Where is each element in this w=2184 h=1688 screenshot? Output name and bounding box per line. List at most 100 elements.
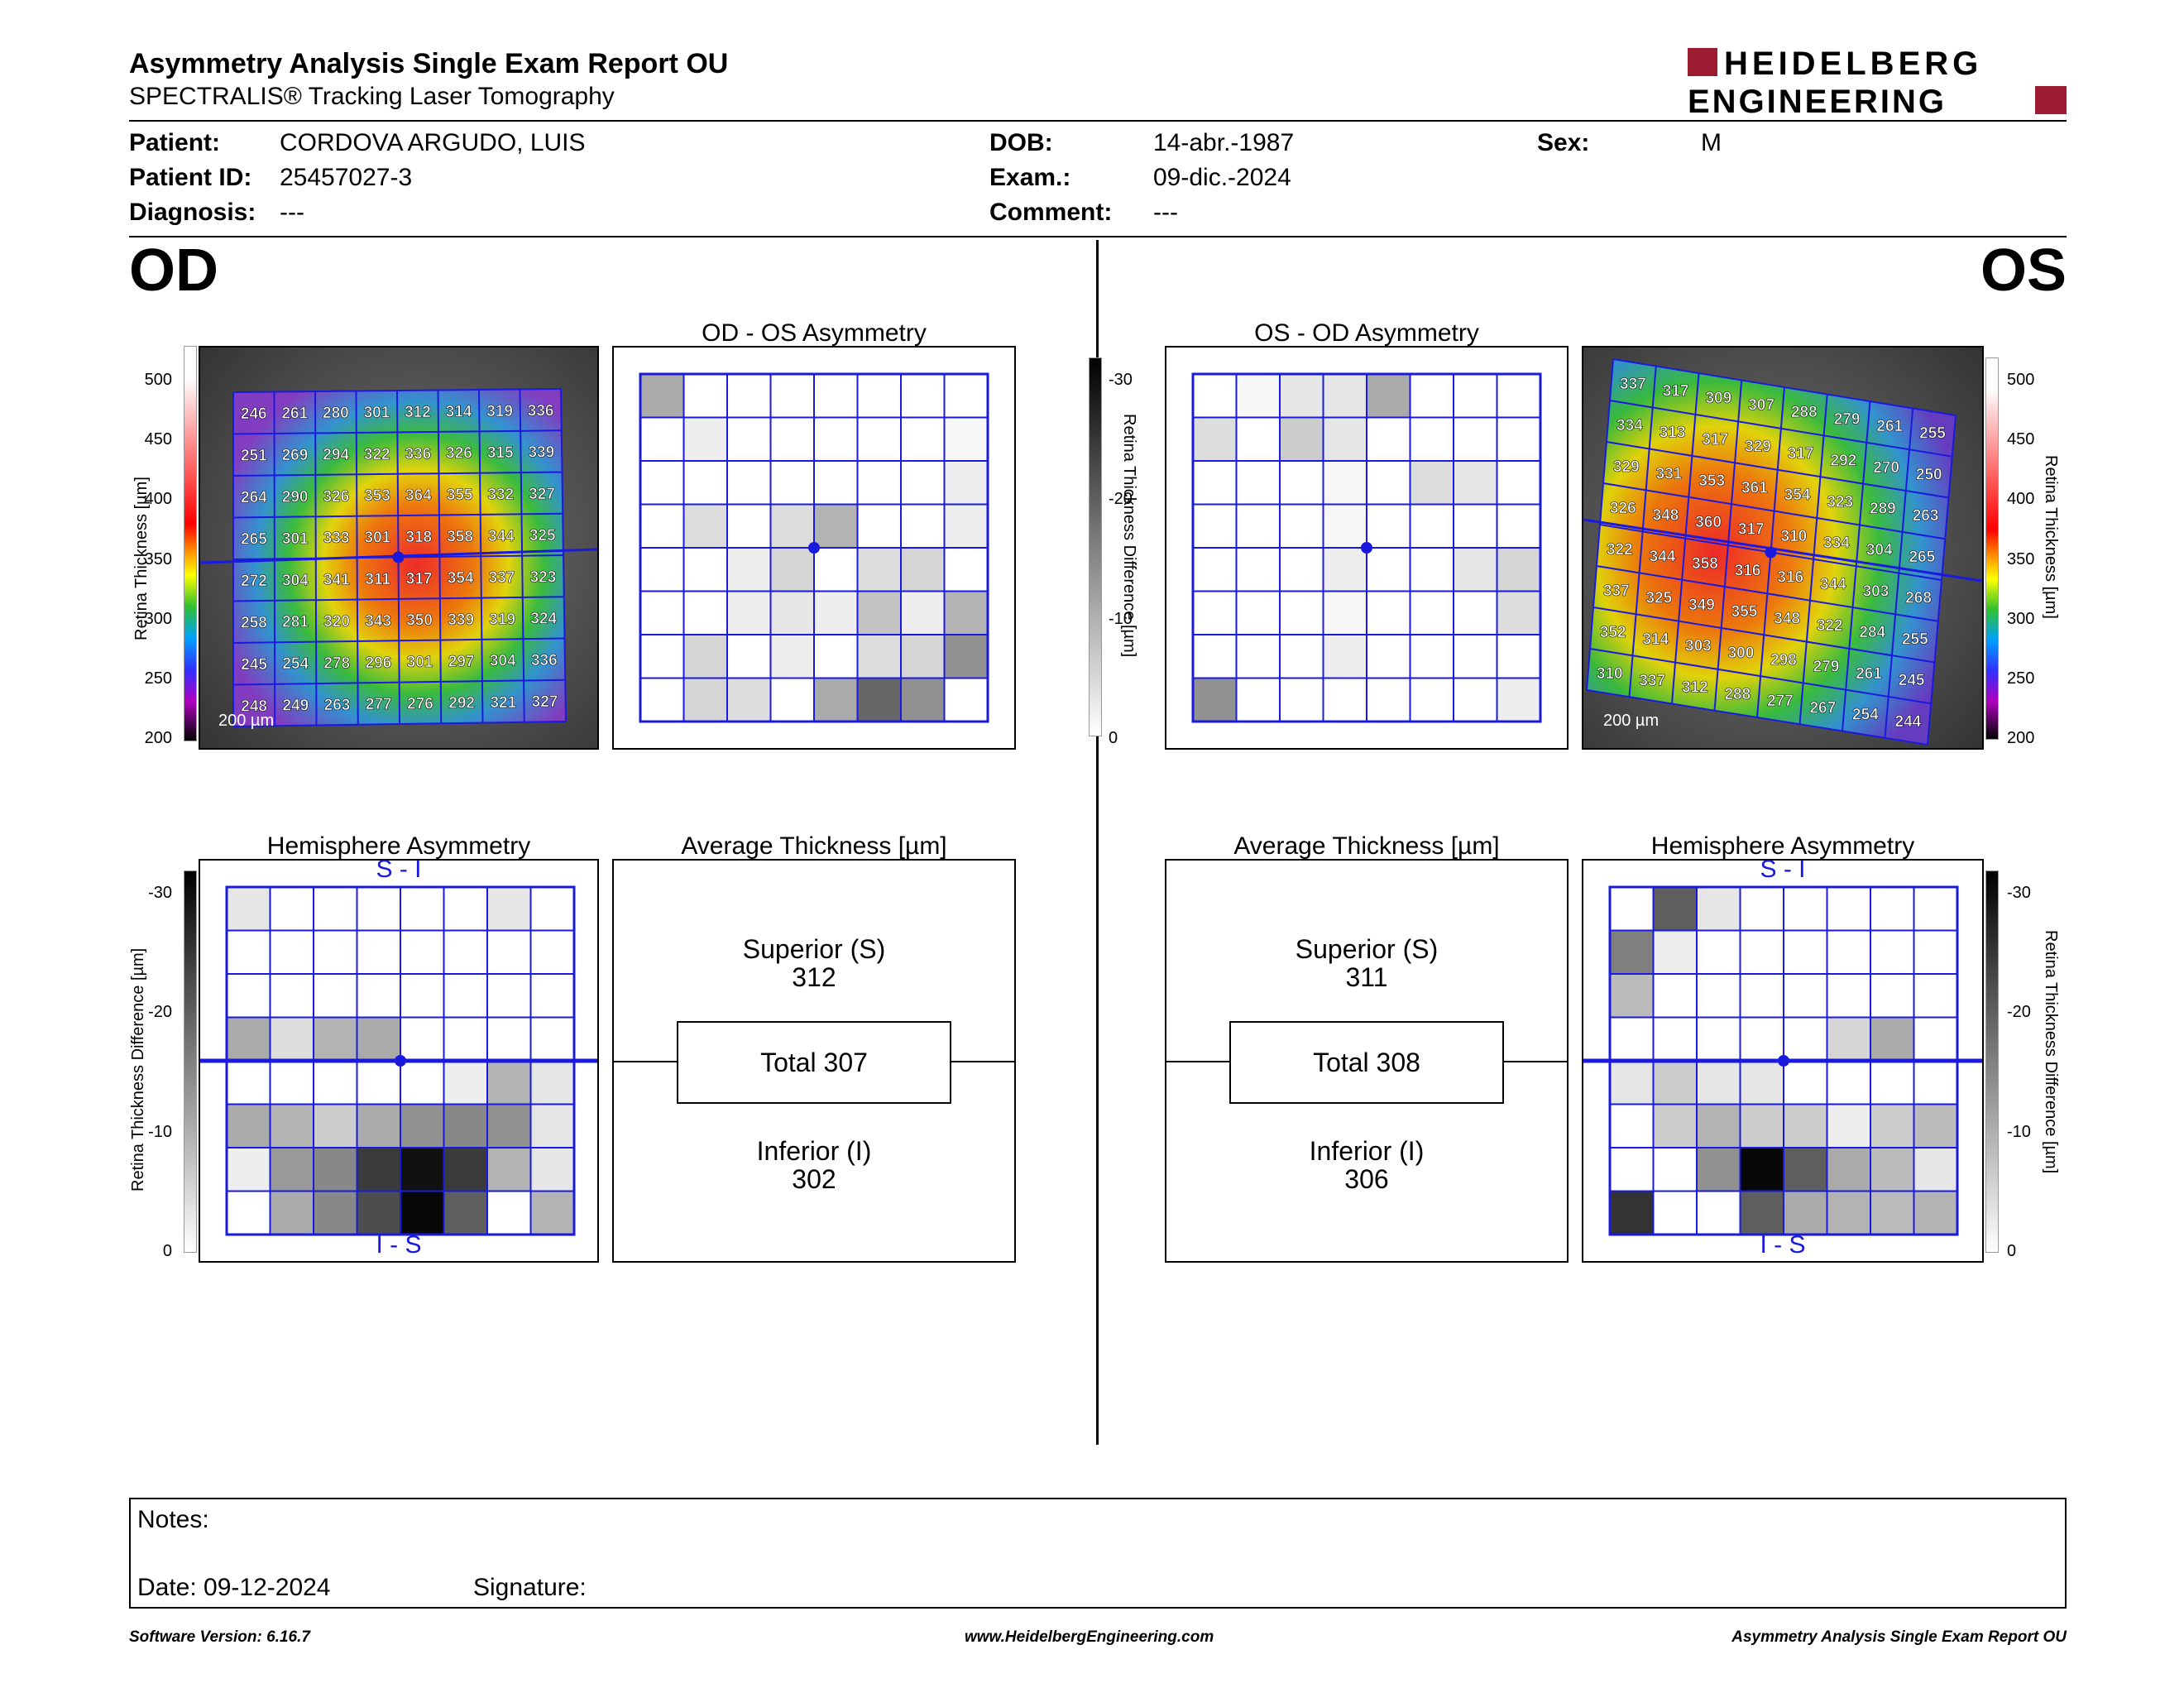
- os-asym-cell: [1453, 460, 1498, 506]
- os-hemi-cell: [1739, 1016, 1784, 1062]
- od-asym-cell: [639, 373, 685, 419]
- od-hemi-cell: [269, 1103, 314, 1149]
- od-hemi-cell: [486, 1190, 532, 1235]
- heidelberg-logo: HEIDELBERG ENGINEERING: [1688, 45, 2068, 120]
- os-hemi-cell: [1609, 973, 1655, 1019]
- footer-software: Software Version: 6.16.7: [129, 1628, 310, 1646]
- od-asym-cell: [900, 416, 946, 462]
- od-asym-fovea-dot: [808, 542, 820, 554]
- od-thickness-value: 350: [406, 612, 433, 630]
- od-hemi-cell: [400, 1190, 445, 1235]
- os-thickness-value: 303: [1685, 638, 1712, 655]
- od-hemi-fovea-dot: [395, 1055, 406, 1067]
- os-thickness-value: 279: [1834, 411, 1861, 429]
- os-thickness-value: 255: [1919, 425, 1946, 443]
- od-superior-label: Superior (S): [742, 934, 886, 964]
- od-asym-cell: [856, 503, 902, 549]
- os-hemi-cell: [1652, 1016, 1698, 1062]
- os-inferior-value: 306: [1344, 1164, 1389, 1194]
- od-thickness-value: 272: [241, 573, 267, 590]
- od-hemi-cell: [269, 1147, 314, 1192]
- od-hemi-cell: [356, 973, 401, 1019]
- os-hemi-cell: [1870, 973, 1915, 1019]
- os-grid-line: [1842, 400, 1871, 731]
- os-thickness-value: 310: [1597, 665, 1623, 683]
- os-thickness-value: 316: [1735, 562, 1761, 579]
- os-fovea-dot: [1765, 546, 1777, 559]
- os-asym-cell: [1192, 590, 1238, 635]
- od-thickness-value: 354: [448, 570, 474, 587]
- report-title: Asymmetry Analysis Single Exam Report OU: [129, 48, 729, 79]
- od-thickness-value: 325: [529, 527, 556, 544]
- od-thickness-value: 280: [323, 405, 349, 422]
- od-hemi-cell: [400, 1016, 445, 1062]
- od-asym-cell: [900, 634, 946, 679]
- od-thickness-value: 318: [405, 529, 432, 546]
- od-asym-cell: [900, 590, 946, 635]
- od-asym-cell: [813, 460, 859, 506]
- os-hemi-cell: [1826, 973, 1871, 1019]
- os-asym-cell: [1453, 503, 1498, 549]
- od-hemi-cell: [443, 1103, 488, 1149]
- od-average-panel: Superior (S) 312 Total 307 Inferior (I) …: [612, 859, 1016, 1263]
- od-grid-line: [232, 721, 567, 727]
- od-grid-line: [478, 389, 484, 723]
- od-asym-cell: [769, 634, 815, 679]
- od-thickness-value: 304: [490, 653, 516, 670]
- os-hemi-cell: [1870, 1190, 1915, 1235]
- os-asym-cell: [1235, 373, 1281, 419]
- os-hemi-cell: [1913, 1016, 1958, 1062]
- od-difference-axis-label: Retina Thickness Difference [µm]: [129, 947, 147, 1192]
- od-grid-line: [519, 389, 525, 722]
- os-asym-cell: [1279, 677, 1324, 722]
- os-asym-cell: [1453, 547, 1498, 592]
- os-hemi-cell: [1913, 886, 1958, 932]
- od-thickness-value: 265: [241, 530, 267, 548]
- od-thickness-value: 263: [324, 697, 351, 714]
- os-asym-cell: [1192, 634, 1238, 679]
- os-thickness-value: 326: [1610, 500, 1636, 517]
- os-hemi-cell: [1870, 1060, 1915, 1105]
- od-asym-border: [639, 372, 989, 723]
- od-asym-cell: [943, 373, 989, 419]
- os-hemi-cell: [1783, 1060, 1828, 1105]
- od-hemi-cell: [400, 1060, 445, 1105]
- od-asym-cell: [682, 547, 728, 592]
- os-thickness-axis-label: Retina Thickness [µm]: [2042, 455, 2060, 619]
- od-hemi-cell: [486, 929, 532, 975]
- scale-tick-label: 0: [162, 1242, 172, 1260]
- scale-tick-label: 200: [144, 729, 172, 747]
- od-asym-cell: [726, 677, 772, 722]
- os-thickness-value: 353: [1698, 472, 1725, 490]
- od-hemi-cell: [356, 1060, 401, 1105]
- od-thickness-value: 323: [530, 568, 557, 586]
- od-thickness-value: 249: [282, 698, 309, 715]
- od-thickness-value: 261: [281, 405, 308, 422]
- scale-tick-label: 400: [2007, 490, 2035, 509]
- os-thickness-value: 344: [1650, 549, 1676, 566]
- od-hemi-cell: [443, 1016, 488, 1062]
- os-thickness-value: 323: [1827, 493, 1853, 511]
- od-asym-cell: [769, 677, 815, 722]
- od-hemi-cell: [226, 1060, 271, 1105]
- od-asym-cell: [943, 503, 989, 549]
- os-hemi-cell: [1783, 1016, 1828, 1062]
- os-asym-cell: [1322, 416, 1367, 462]
- info-divider: [129, 236, 2067, 237]
- od-asym-cell: [943, 634, 989, 679]
- od-eye-label: OD: [129, 237, 218, 304]
- od-thickness-value: 264: [241, 489, 267, 506]
- od-hemi-cell: [400, 929, 445, 975]
- od-thickness-value: 327: [532, 693, 558, 711]
- os-thickness-value: 349: [1688, 597, 1715, 614]
- os-thickness-value: 360: [1695, 514, 1722, 531]
- report-subtitle: SPECTRALIS® Tracking Laser Tomography: [129, 83, 615, 110]
- os-asym-cell: [1409, 416, 1454, 462]
- os-average-panel: Superior (S) 311 Total 308 Inferior (I) …: [1165, 859, 1569, 1263]
- os-hemi-cell: [1739, 1060, 1784, 1105]
- os-thickness-value: 310: [1781, 528, 1808, 545]
- patient-label: Patient:: [129, 129, 221, 156]
- footer-website[interactable]: www.HeidelbergEngineering.com: [965, 1628, 1214, 1646]
- od-hemi-cell: [269, 929, 314, 975]
- od-thickness-value: 355: [447, 487, 473, 504]
